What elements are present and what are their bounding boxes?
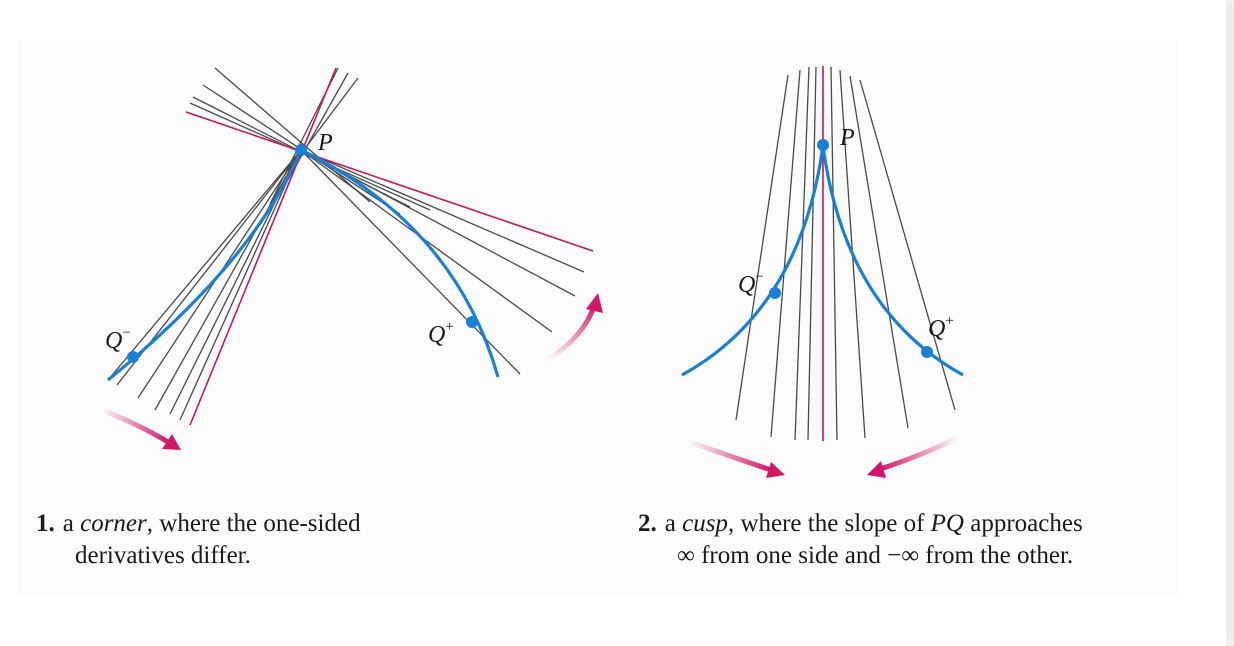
caption-text: , where the one-sided [146, 510, 361, 537]
motion-arrow-right [877, 435, 961, 472]
caption-pq: PQ [930, 510, 964, 537]
caption-term: cusp [682, 510, 728, 537]
label-p: P [839, 125, 855, 151]
label-q-plus: Q+ [428, 319, 454, 348]
scrollbar-thumb[interactable] [1227, 4, 1233, 640]
secant-line [849, 75, 909, 429]
secant-line [770, 69, 801, 438]
caption-number: 1. [36, 510, 55, 537]
motion-arrow-right [545, 303, 597, 363]
left-tangent-line [189, 67, 337, 426]
caption-line: 1. a corner, where the one-sided [36, 508, 361, 540]
caption-line: derivatives differ. [36, 540, 361, 572]
secant-line [154, 149, 302, 411]
caption-text: a [62, 510, 74, 537]
point-q-minus [127, 351, 139, 363]
caption-text: a [664, 510, 676, 537]
point-q-plus [921, 346, 933, 358]
secant-line [807, 66, 817, 441]
caption-corner: 1. a corner, where the one-sided derivati… [36, 508, 361, 572]
label-q-plus: Q+ [928, 313, 954, 342]
caption-line: 2. a cusp, where the slope of PQ approach… [638, 508, 1083, 540]
caption-number: 2. [638, 510, 657, 537]
secant-line [859, 79, 956, 411]
label-q-minus: Q− [105, 325, 131, 354]
arrowhead [766, 462, 785, 478]
arrowhead [162, 434, 181, 450]
arrowhead [586, 293, 603, 313]
caption-term: corner [80, 510, 147, 537]
corner-secant-lines [107, 67, 585, 421]
point-p [295, 144, 307, 156]
corner-diagram: P Q− Q+ [99, 67, 603, 450]
figure-panel [18, 40, 1178, 595]
caption-text: approaches [963, 510, 1083, 537]
motion-arrow-left [99, 407, 171, 445]
secant-line [179, 149, 302, 421]
caption-text: ∞ from one side and −∞ from the other. [677, 542, 1074, 569]
caption-cusp: 2. a cusp, where the slope of PQ approach… [638, 508, 1083, 572]
secant-line [830, 66, 838, 441]
label-p: P [317, 130, 333, 156]
point-p [817, 139, 829, 151]
right-tangent-line [185, 111, 594, 252]
caption-text: derivatives differ. [75, 542, 251, 569]
label-q-minus: Q− [738, 269, 764, 298]
motion-arrow-left [687, 439, 774, 473]
cusp-diagram: P Q− Q+ [681, 66, 964, 478]
secant-line [735, 74, 789, 421]
caption-text: , where the slope of [727, 510, 925, 537]
secant-line [300, 149, 585, 273]
caption-line: ∞ from one side and −∞ from the other. [638, 540, 1083, 572]
secant-line [214, 67, 371, 203]
cusp-secant-lines [735, 66, 956, 441]
point-q-minus [769, 287, 781, 299]
secant-line [107, 149, 302, 381]
point-q-plus [466, 316, 478, 328]
secant-line [794, 66, 810, 441]
arrowhead [867, 461, 886, 478]
